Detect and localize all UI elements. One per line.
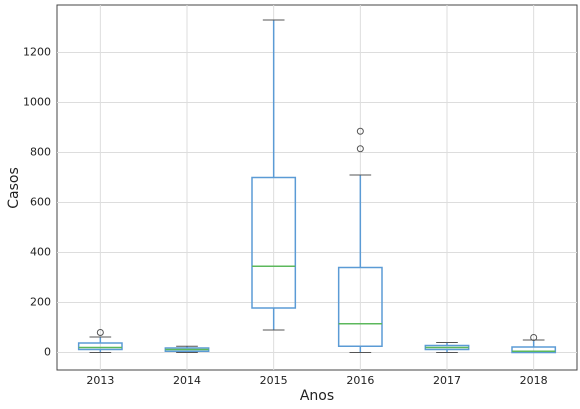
outlier — [530, 334, 538, 341]
box — [337, 266, 383, 347]
x-tick-label: 2015 — [260, 374, 288, 387]
box — [77, 342, 123, 351]
y-tick-label: 400 — [30, 246, 51, 259]
box — [511, 346, 557, 354]
plot-frame — [56, 4, 578, 371]
x-tick-label: 2014 — [173, 374, 201, 387]
x-tick-label: 2016 — [346, 374, 374, 387]
y-tick-label: 200 — [30, 296, 51, 309]
box — [251, 176, 297, 309]
x-tick-label: 2018 — [520, 374, 548, 387]
y-tick-label: 800 — [30, 146, 51, 159]
y-tick-label: 600 — [30, 196, 51, 209]
y-tick-label: 1200 — [23, 46, 51, 59]
x-axis-title: Anos — [300, 388, 334, 404]
outlier — [356, 127, 364, 135]
outlier — [356, 145, 364, 153]
x-tick-label: 2017 — [433, 374, 461, 387]
y-axis-title: Casos — [6, 167, 22, 209]
y-tick-label: 0 — [44, 346, 51, 359]
outlier — [96, 329, 104, 336]
y-tick-label: 1000 — [23, 96, 51, 109]
x-tick-label: 2013 — [86, 374, 114, 387]
